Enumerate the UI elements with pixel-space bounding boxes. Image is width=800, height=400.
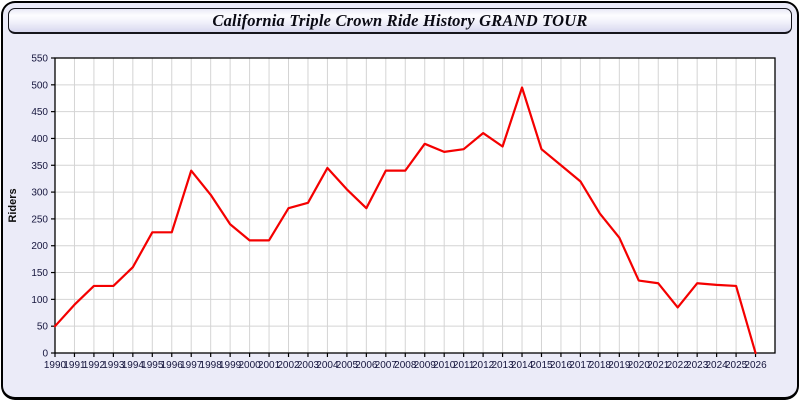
y-tick-label: 100 <box>31 295 48 306</box>
x-tick-label: 2017 <box>569 360 592 371</box>
y-tick-label: 350 <box>31 161 48 172</box>
y-axis-title: Riders <box>7 188 19 222</box>
x-tick-label: 2003 <box>297 360 320 371</box>
x-tick-label: 2004 <box>316 360 339 371</box>
x-tick-label: 2011 <box>453 360 475 371</box>
x-tick-label: 2014 <box>511 360 534 371</box>
x-tick-label: 1991 <box>63 360 86 371</box>
y-tick-label: 250 <box>31 214 48 225</box>
x-tick-label: 2001 <box>258 360 281 371</box>
plot-border <box>54 57 776 354</box>
y-tick-label: 550 <box>31 54 48 65</box>
x-tick-label: 2020 <box>628 360 651 371</box>
y-tick-label: 450 <box>31 107 48 118</box>
y-tick-label: 50 <box>37 322 49 333</box>
series-line-riders <box>53 86 757 355</box>
x-tick-label: 2021 <box>647 360 670 371</box>
y-tick-label: 400 <box>31 134 48 145</box>
x-tick-label: 1995 <box>141 360 164 371</box>
x-tick-label: 1998 <box>200 360 223 371</box>
plot-area <box>55 58 775 353</box>
x-tick-label: 2007 <box>375 360 398 371</box>
x-tick-label: 1996 <box>161 360 184 371</box>
x-tick-label: 2026 <box>744 360 767 371</box>
y-tick-label: 300 <box>31 188 48 199</box>
y-tick-label: 200 <box>31 241 48 252</box>
x-tick-label: 2005 <box>336 360 359 371</box>
x-tick-label: 1992 <box>83 360 106 371</box>
x-tick-label: 2012 <box>472 360 495 371</box>
x-tick-label: 2023 <box>686 360 709 371</box>
x-tick-label: 2009 <box>414 360 437 371</box>
y-tick-label: 0 <box>42 349 48 360</box>
x-tick-label: 2024 <box>705 360 728 371</box>
x-tick-label: 1997 <box>180 360 203 371</box>
y-tick-label: 150 <box>31 268 48 279</box>
x-tick-label: 1993 <box>102 360 125 371</box>
x-tick-label: 2008 <box>394 360 417 371</box>
x-tick-label: 2006 <box>355 360 378 371</box>
x-tick-label: 1994 <box>122 360 145 371</box>
x-tick-label: 2022 <box>667 360 690 371</box>
x-tick-label: 1990 <box>44 360 67 371</box>
x-tick-label: 1999 <box>219 360 242 371</box>
x-tick-label: 2010 <box>433 360 456 371</box>
y-tick-label: 500 <box>31 80 48 91</box>
x-tick-label: 2018 <box>589 360 612 371</box>
x-tick-label: 2002 <box>277 360 300 371</box>
x-tick-label: 2025 <box>725 360 748 371</box>
x-tick-label: 2013 <box>491 360 514 371</box>
chart-title-bar: California Triple Crown Ride History GRA… <box>8 8 792 34</box>
x-tick-label: 2015 <box>530 360 553 371</box>
chart-title: California Triple Crown Ride History GRA… <box>212 10 588 30</box>
x-tick-label: 2000 <box>238 360 261 371</box>
x-tick-label: 2016 <box>550 360 573 371</box>
x-tick-label: 2019 <box>608 360 631 371</box>
